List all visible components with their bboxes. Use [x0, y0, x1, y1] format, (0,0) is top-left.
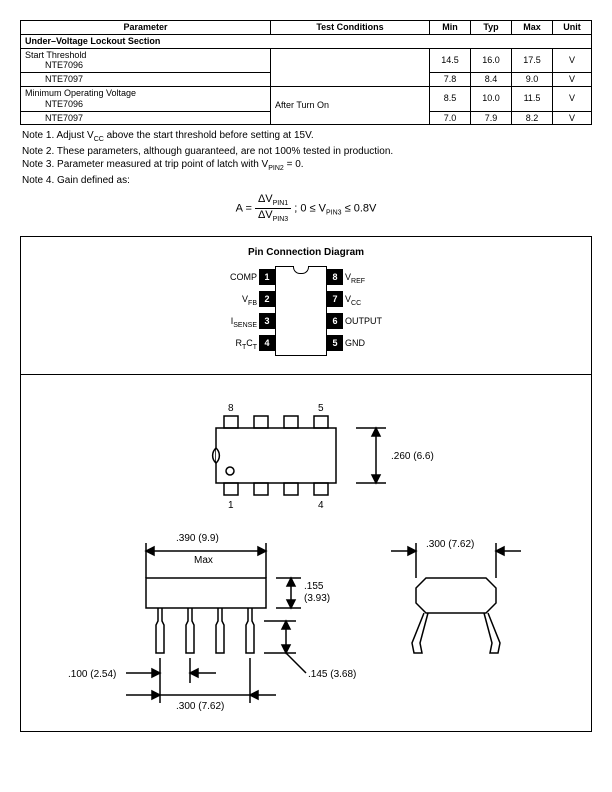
pin-number: 1 — [259, 269, 275, 285]
param-cell: NTE7097 — [21, 73, 271, 87]
min-cell: 7.8 — [430, 73, 471, 87]
pin-nums-left: 1 2 3 4 — [259, 266, 275, 354]
note-text: Note 1. Adjust V — [22, 130, 94, 141]
pin-number: 2 — [259, 291, 275, 307]
min-cell: 8.5 — [430, 86, 471, 111]
formula-fraction: ΔVPIN1 ΔVPIN3 — [255, 193, 291, 224]
max-cell: 17.5 — [512, 48, 553, 73]
cond-cell — [271, 48, 430, 86]
parameter-table: Parameter Test Conditions Min Typ Max Un… — [20, 20, 592, 125]
formula-rhs: ≤ 0.8V — [342, 203, 377, 215]
unit-cell: V — [553, 111, 592, 125]
chip-body-icon — [275, 266, 327, 356]
typ-cell: 10.0 — [471, 86, 512, 111]
note-2: Note 2. These parameters, although guara… — [22, 145, 592, 159]
unit-cell: V — [553, 73, 592, 87]
section-header: Under–Voltage Lockout Section — [21, 34, 592, 48]
pin-label: VREF — [345, 266, 382, 288]
svg-text:.100 (2.54): .100 (2.54) — [68, 669, 116, 680]
param-sub: NTE7096 — [25, 99, 83, 110]
col-conditions: Test Conditions — [271, 21, 430, 35]
param-name: Minimum Operating Voltage — [25, 88, 136, 98]
front-side-drawing: .390 (9.9) Max .155 (3.93) — [46, 523, 566, 713]
pin-number: 4 — [259, 335, 275, 351]
frac-num: ΔV — [258, 193, 273, 205]
pin-number: 7 — [327, 291, 343, 307]
param-sub: NTE7097 — [25, 113, 83, 124]
svg-text:(3.93): (3.93) — [304, 593, 330, 604]
param-name: Start Threshold — [25, 50, 86, 60]
frac-den-sub: PIN3 — [273, 216, 289, 223]
pin-number: 8 — [327, 269, 343, 285]
chip-notch-icon — [293, 266, 309, 274]
min-cell: 7.0 — [430, 111, 471, 125]
formula-lhs: A = — [236, 203, 255, 215]
svg-text:.155: .155 — [304, 581, 324, 592]
svg-text:1: 1 — [228, 500, 234, 511]
pin-nums-right: 8 7 6 5 — [327, 266, 343, 354]
param-cell: Minimum Operating Voltage NTE7096 — [21, 86, 271, 111]
note-4: Note 4. Gain defined as: — [22, 174, 592, 188]
svg-text:8: 8 — [228, 403, 234, 414]
pin-label: VCC — [345, 288, 382, 310]
typ-cell: 8.4 — [471, 73, 512, 87]
svg-text:.145 (3.68): .145 (3.68) — [308, 669, 356, 680]
svg-text:4: 4 — [318, 500, 324, 511]
max-cell: 11.5 — [512, 86, 553, 111]
note-3: Note 3. Parameter measured at trip point… — [22, 158, 592, 173]
svg-text:Max: Max — [194, 555, 213, 566]
top-view-drawing: 8 5 1 4 .260 (6.6) — [126, 393, 486, 523]
notes-block: Note 1. Adjust VCC above the start thres… — [22, 129, 592, 187]
pin-label: VFB — [230, 288, 257, 310]
pin-number: 5 — [327, 335, 343, 351]
typ-cell: 7.9 — [471, 111, 512, 125]
col-unit: Unit — [553, 21, 592, 35]
formula-rhs: ; 0 ≤ V — [294, 203, 326, 215]
svg-text:.300 (7.62): .300 (7.62) — [176, 701, 224, 712]
note-text: Note 3. Parameter measured at trip point… — [22, 159, 268, 170]
svg-text:.300 (7.62): .300 (7.62) — [426, 539, 474, 550]
pin-label: ISENSE — [230, 310, 257, 332]
svg-text:5: 5 — [318, 403, 324, 414]
max-cell: 8.2 — [512, 111, 553, 125]
col-parameter: Parameter — [21, 21, 271, 35]
pin-label: COMP — [230, 266, 257, 288]
svg-text:.390 (9.9): .390 (9.9) — [176, 533, 219, 544]
min-cell: 14.5 — [430, 48, 471, 73]
pin-diagram: COMP VFB ISENSE RTCT 1 2 3 4 8 7 6 5 VRE… — [21, 266, 591, 356]
svg-text:.260 (6.6): .260 (6.6) — [391, 451, 434, 462]
typ-cell: 16.0 — [471, 48, 512, 73]
pin-number: 6 — [327, 313, 343, 329]
col-typ: Typ — [471, 21, 512, 35]
unit-cell: V — [553, 86, 592, 111]
cond-cell: After Turn On — [271, 86, 430, 124]
note-sub: PIN2 — [268, 165, 284, 172]
pin-diagram-title: Pin Connection Diagram — [21, 247, 591, 258]
note-text: = 0. — [284, 159, 304, 170]
param-cell: NTE7097 — [21, 111, 271, 125]
frac-den: ΔV — [258, 209, 273, 221]
param-sub: NTE7097 — [25, 74, 83, 85]
pin-number: 3 — [259, 313, 275, 329]
param-cell: Start Threshold NTE7096 — [21, 48, 271, 73]
pin-label: OUTPUT — [345, 310, 382, 332]
gain-formula: A = ΔVPIN1 ΔVPIN3 ; 0 ≤ VPIN3 ≤ 0.8V — [20, 193, 592, 224]
note-1: Note 1. Adjust VCC above the start thres… — [22, 129, 592, 144]
param-sub: NTE7096 — [25, 60, 83, 71]
formula-rhs-sub: PIN3 — [326, 210, 342, 217]
note-text: above the start threshold before setting… — [104, 130, 314, 141]
pin-label: GND — [345, 332, 382, 354]
col-max: Max — [512, 21, 553, 35]
note-sub: CC — [94, 136, 104, 143]
col-min: Min — [430, 21, 471, 35]
unit-cell: V — [553, 48, 592, 73]
pin-label: RTCT — [230, 332, 257, 354]
mechanical-section: 8 5 1 4 .260 (6.6) .390 (9.9) Max — [21, 375, 591, 731]
pin-labels-right: VREF VCC OUTPUT GND — [345, 266, 382, 354]
max-cell: 9.0 — [512, 73, 553, 87]
pin-connection-section: Pin Connection Diagram COMP VFB ISENSE R… — [21, 237, 591, 375]
frac-num-sub: PIN1 — [273, 200, 289, 207]
pin-labels-left: COMP VFB ISENSE RTCT — [230, 266, 257, 354]
diagram-box: Pin Connection Diagram COMP VFB ISENSE R… — [20, 236, 592, 732]
